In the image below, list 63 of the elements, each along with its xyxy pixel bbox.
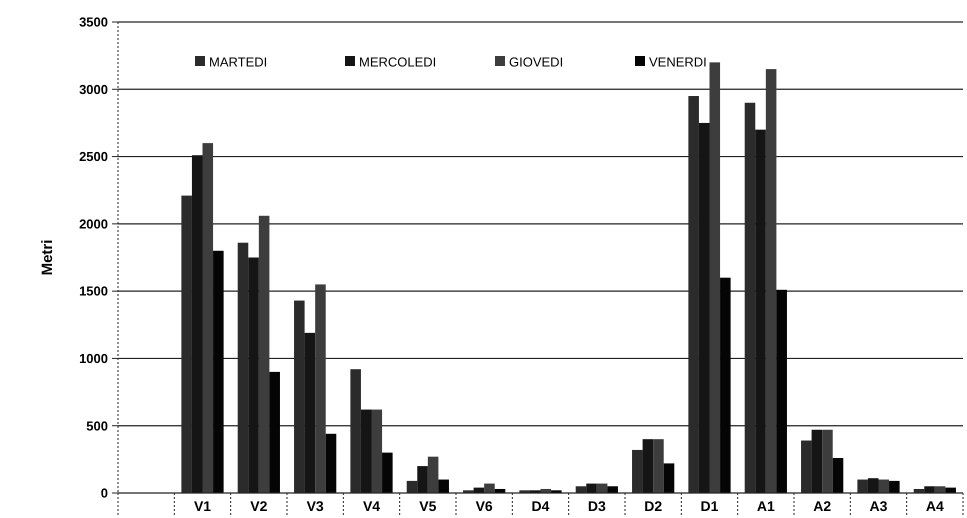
bar (192, 155, 202, 493)
x-tick-label: A2 (813, 498, 832, 514)
bar (438, 480, 449, 493)
x-tick-label: A4 (926, 498, 944, 514)
bar (889, 480, 900, 493)
y-tick-label: 0 (100, 486, 108, 501)
y-axis-title: Metri (39, 240, 56, 276)
bar (776, 290, 787, 493)
bar (878, 480, 890, 493)
bar (326, 434, 336, 493)
y-tick-label: 3500 (79, 14, 108, 30)
bar (269, 372, 280, 493)
x-tick-label: V6 (476, 498, 493, 514)
bar (868, 478, 878, 493)
x-tick-label: V5 (419, 498, 437, 514)
bar (417, 466, 428, 493)
x-tick-label: V1 (194, 498, 212, 514)
legend-label: MERCOLEDI (359, 54, 436, 70)
bar (710, 62, 720, 493)
y-tick-label: 1500 (79, 284, 108, 299)
bar (945, 488, 956, 493)
y-tick-label: 3000 (79, 82, 108, 97)
bar (812, 430, 822, 493)
bar (213, 250, 224, 493)
bar (428, 456, 438, 493)
bar (494, 488, 506, 493)
x-tick-label: D3 (588, 498, 606, 514)
bar (720, 278, 731, 493)
legend-label: VENERDI (649, 54, 707, 70)
y-tick-label: 2000 (79, 216, 108, 232)
legend-label: GIOVEDI (509, 54, 564, 70)
legend-label: MARTEDI (209, 54, 268, 70)
bar (642, 439, 654, 493)
x-tick-label: V2 (250, 498, 268, 514)
bar (664, 463, 674, 493)
bar (822, 430, 833, 493)
x-tick-label: A1 (756, 498, 775, 514)
bar (258, 216, 270, 493)
bar (586, 484, 597, 493)
y-tick-label: 1000 (79, 350, 108, 366)
bar (484, 484, 495, 493)
y-tick-label: 500 (86, 418, 108, 434)
bar (360, 410, 372, 493)
x-tick-label: D4 (532, 498, 550, 514)
bar (755, 130, 766, 493)
bar (653, 439, 664, 493)
bar (474, 488, 484, 493)
bar (248, 258, 259, 493)
bar (372, 410, 382, 493)
x-tick-label: V4 (362, 498, 380, 514)
bar (315, 284, 326, 493)
x-tick-label: V3 (306, 498, 324, 514)
bar (698, 122, 710, 493)
x-tick-label: D2 (644, 498, 662, 514)
bar (304, 332, 316, 493)
bar (832, 458, 844, 493)
y-tick-label: 2500 (79, 149, 108, 164)
bar (382, 452, 393, 493)
bar (596, 484, 608, 493)
x-tick-label: D1 (700, 498, 719, 514)
x-tick-label: A3 (870, 498, 888, 514)
bar (766, 69, 776, 493)
bar (202, 143, 214, 493)
